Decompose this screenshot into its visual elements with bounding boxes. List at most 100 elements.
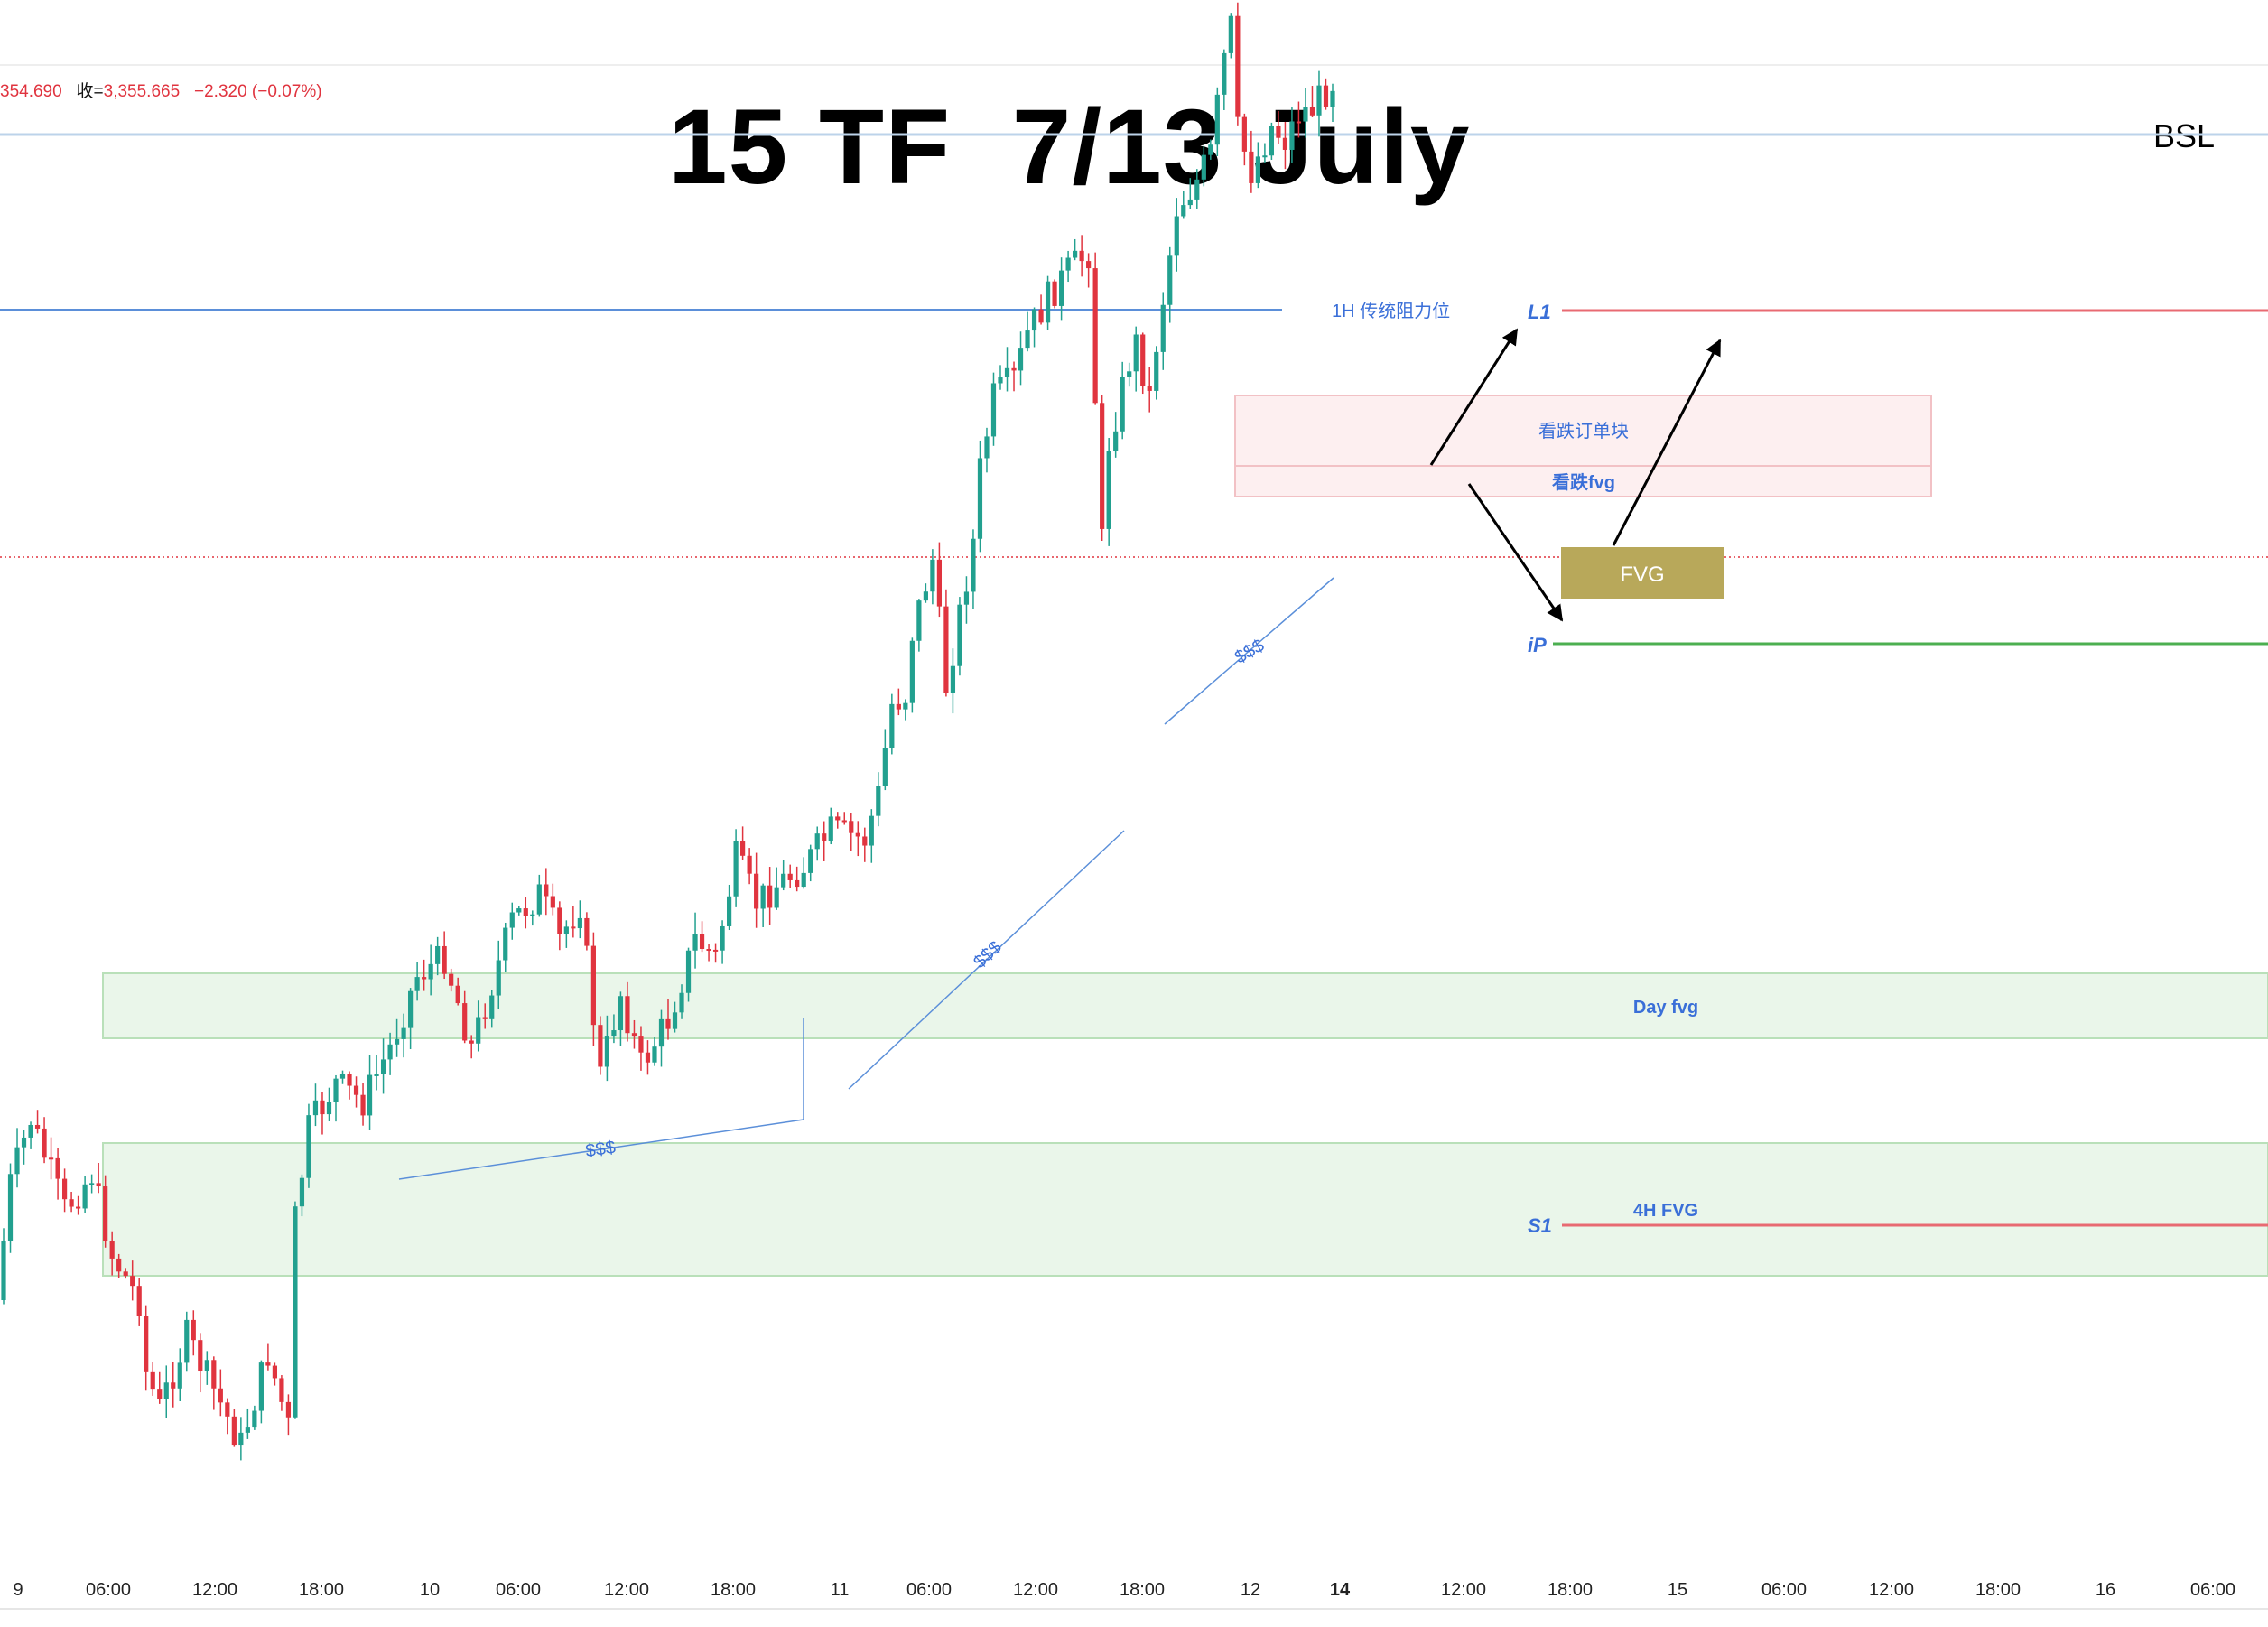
time-axis[interactable]: 9 06:00 12:00 18:00 10 06:00 12:00 18:00 11 06:00… (13, 1580, 2235, 1600)
candle-body (184, 1319, 190, 1363)
candle (889, 693, 895, 755)
candle-body (204, 1360, 209, 1372)
arrow-up-from-fvg (1612, 339, 1722, 546)
candle (1073, 238, 1078, 261)
candle-body (1214, 94, 1220, 145)
candle-body (1147, 386, 1152, 391)
candle-body (943, 606, 949, 693)
candle (882, 729, 888, 791)
candle-body (814, 833, 820, 850)
candle-body (849, 821, 854, 833)
x-tick-label: 10 (420, 1580, 440, 1600)
candle (231, 1409, 237, 1447)
chart-title: 15 TF 7/13 July (668, 88, 1471, 207)
candle (136, 1278, 142, 1326)
candle-body (422, 977, 427, 980)
candle (855, 821, 860, 857)
candle-body (1309, 107, 1315, 116)
candle (218, 1369, 223, 1417)
candle (1160, 292, 1166, 370)
candle (1235, 2, 1241, 126)
candle (733, 829, 739, 907)
candle (1276, 110, 1281, 144)
candle (990, 372, 997, 446)
candle-body (449, 973, 454, 986)
candle (1241, 113, 1247, 166)
candle-body (14, 1147, 20, 1175)
candle (96, 1162, 101, 1194)
candle-body (285, 1401, 292, 1418)
bear-ob-label: 看跌订单块 (1538, 421, 1629, 442)
candle-body (1086, 261, 1092, 269)
candle-body (896, 703, 901, 710)
candle (1, 1228, 6, 1305)
candle-body (801, 872, 806, 888)
candle-body (1201, 154, 1206, 180)
candle (1201, 145, 1206, 187)
candle-body (360, 1094, 366, 1116)
candle (42, 1117, 47, 1164)
candle-body (42, 1128, 47, 1158)
x-tick-label: 06:00 (496, 1580, 541, 1600)
candle (943, 589, 949, 697)
candle (408, 988, 414, 1050)
candle-body (1106, 451, 1111, 529)
candle (285, 1394, 292, 1436)
candle (1011, 361, 1017, 392)
candle (822, 821, 827, 861)
candle-body (198, 1340, 203, 1372)
candle (712, 943, 719, 963)
candle (326, 1087, 332, 1121)
candle (563, 920, 569, 948)
candle (1120, 361, 1125, 440)
x-tick-label: 06:00 (2190, 1580, 2235, 1600)
candle (658, 1009, 665, 1067)
candle-body (990, 383, 997, 437)
candle (252, 1405, 257, 1430)
candle-body (1255, 156, 1260, 183)
candle-body (909, 640, 915, 703)
candle (516, 906, 522, 916)
candle (672, 1001, 678, 1033)
x-tick-label: 18:00 (1548, 1580, 1593, 1600)
candle (509, 902, 515, 940)
x-tick-label: 9 (13, 1580, 23, 1600)
candle (1269, 122, 1275, 160)
candle-body (455, 985, 460, 1004)
candle (198, 1333, 203, 1393)
candle (279, 1375, 284, 1411)
candle-body (1018, 348, 1024, 371)
candle-body (726, 896, 732, 926)
candle-body (1323, 85, 1329, 107)
candle (184, 1311, 190, 1372)
x-tick-label: 15 (1668, 1580, 1687, 1600)
candle (1058, 257, 1064, 321)
candle (1289, 107, 1295, 163)
candle-body (476, 1017, 481, 1044)
candle (808, 844, 813, 882)
candle-body (889, 703, 895, 748)
candle (584, 912, 590, 951)
candle (720, 920, 725, 964)
candle (625, 981, 630, 1042)
candle-body (590, 945, 596, 1026)
candle (14, 1128, 20, 1188)
candle-body (238, 1432, 244, 1446)
candle (109, 1231, 115, 1276)
candle-body (903, 702, 908, 710)
candle-body (638, 1036, 644, 1053)
candle (204, 1351, 209, 1385)
candle (828, 807, 833, 845)
candle-body (733, 841, 739, 897)
candle (923, 583, 928, 603)
candle (977, 440, 983, 553)
candle-body (69, 1199, 74, 1207)
candle-body (977, 458, 983, 539)
candle-body (1262, 155, 1268, 158)
candle-body (1052, 281, 1057, 306)
candle-body (380, 1059, 386, 1074)
candle-body (536, 884, 542, 915)
candle (1194, 169, 1200, 209)
candle (374, 1055, 379, 1091)
